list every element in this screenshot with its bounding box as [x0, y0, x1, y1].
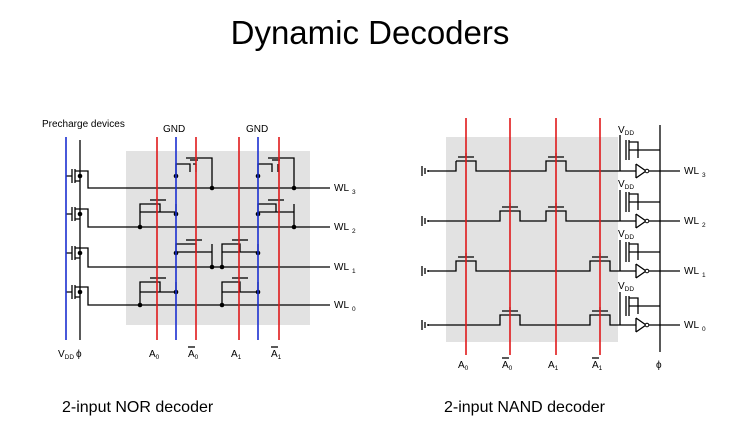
nand-wl1-label: WL 1 — [684, 266, 706, 279]
nor-wl0-label: WL 0 — [334, 300, 356, 313]
nand-input-labels: A0 A0 A1 A1 — [458, 357, 603, 372]
nor-decoder: Precharge devices GND GND VDD ϕ A0 A0 A1… — [42, 119, 356, 361]
slide-title: Dynamic Decoders — [230, 14, 510, 51]
nor-array-background — [126, 151, 310, 325]
nor-phi-label: ϕ — [76, 349, 82, 360]
nor-wordline-labels: WL 3 WL 2 WL 1 WL 0 — [334, 183, 356, 313]
nor-wl1-label: WL 1 — [334, 262, 356, 275]
nand-phi-label: ϕ — [656, 360, 662, 371]
nand-vdd-label-3: VDD — [618, 125, 634, 137]
nor-input-label-a1: A1 — [231, 349, 242, 361]
nor-input-label-a0-bar: A0 — [188, 349, 199, 361]
nor-wl3-label: WL 3 — [334, 183, 356, 196]
nand-vdd-labels: VDD VDD VDD VDD — [618, 125, 634, 293]
nand-vdd-label-1: VDD — [618, 229, 634, 241]
nand-wl3-label: WL 3 — [684, 166, 706, 179]
nand-input-label-a0-bar: A0 — [502, 360, 513, 372]
nor-input-label-a1-bar: A1 — [271, 349, 282, 361]
nand-vdd-label-2: VDD — [618, 179, 634, 191]
nand-vdd-label-0: VDD — [618, 281, 634, 293]
nor-precharge-label: Precharge devices — [42, 119, 125, 130]
nor-decoder-caption: 2-input NOR decoder — [62, 399, 214, 416]
nand-input-label-a1-bar: A1 — [592, 360, 603, 372]
nand-wl0-label: WL 0 — [684, 320, 706, 333]
nand-decoder: VDD VDD VDD VDD ϕ A0 A0 A1 A1 WL 3 WL 2 WL… — [421, 118, 706, 372]
nor-gnd-label-2: GND — [246, 124, 268, 135]
nand-wordline-labels: WL 3 WL 2 WL 1 WL 0 — [684, 166, 706, 333]
nor-precharge-devices — [66, 140, 330, 340]
nor-gnd-label-1: GND — [163, 124, 185, 135]
nand-input-label-a0: A0 — [458, 360, 469, 372]
nand-input-label-a1: A1 — [548, 360, 559, 372]
nor-input-label-a0: A0 — [149, 349, 160, 361]
nor-input-labels: A0 A0 A1 A1 — [149, 346, 282, 361]
nand-precharge-inverters — [619, 125, 680, 352]
nand-wl2-label: WL 2 — [684, 216, 706, 229]
nand-decoder-caption: 2-input NAND decoder — [444, 399, 605, 416]
nor-wl2-label: WL 2 — [334, 222, 356, 235]
nor-vdd-label: VDD — [58, 349, 74, 361]
